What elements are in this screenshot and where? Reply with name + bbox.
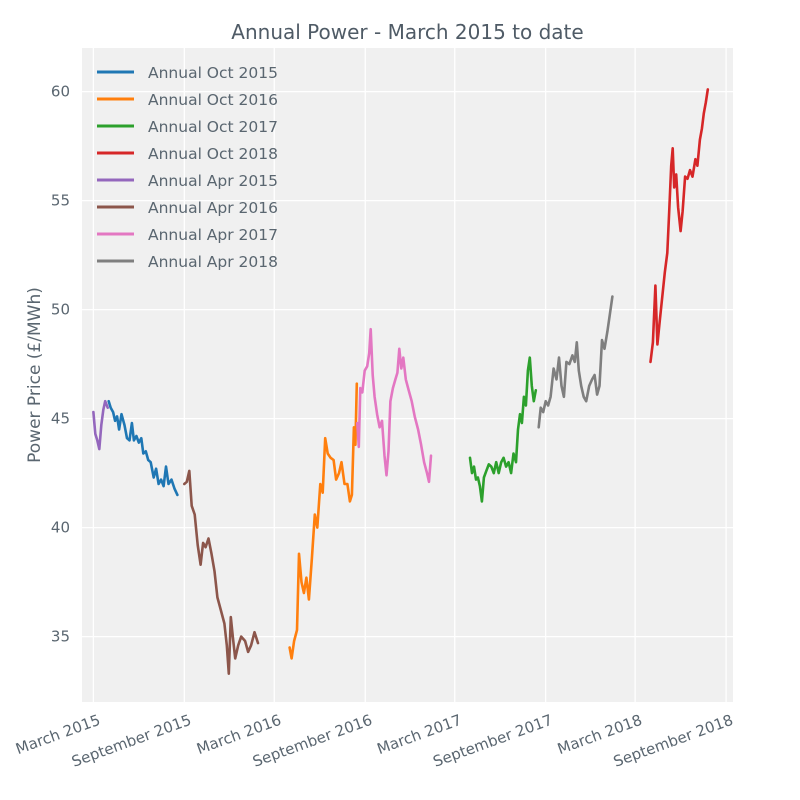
series-line-annual-oct-2017: [468, 356, 538, 503]
series-layer: [92, 88, 710, 676]
legend-label: Annual Oct 2018: [148, 145, 278, 163]
series-line-annual-oct-2015: [107, 399, 179, 497]
legend: Annual Oct 2015 Annual Oct 2016 Annual Oct…: [97, 64, 278, 271]
y-tick-label: 60: [51, 83, 70, 101]
series-line-annual-apr-2015: [92, 399, 109, 451]
legend-label: Annual Oct 2016: [148, 91, 278, 109]
series-line-annual-apr-2016: [183, 469, 260, 676]
plot-area: [82, 48, 733, 702]
series-line-annual-oct-2018: [649, 88, 710, 364]
y-tick-label: 55: [51, 192, 70, 210]
series-line-annual-apr-2018: [537, 295, 614, 429]
y-axis-label: Power Price (£/MWh): [25, 287, 45, 463]
y-tick-label: 35: [51, 628, 70, 646]
series-line-annual-apr-2017: [355, 327, 433, 484]
chart-title: Annual Power - March 2015 to date: [231, 20, 583, 44]
y-tick-label: 45: [51, 410, 70, 428]
y-tick-label: 50: [51, 301, 70, 319]
series-line-annual-oct-2016: [288, 382, 359, 660]
legend-label: Annual Apr 2018: [148, 253, 278, 271]
y-tick-label: 40: [51, 519, 70, 537]
legend-label: Annual Oct 2017: [148, 118, 278, 136]
legend-label: Annual Apr 2017: [148, 226, 278, 244]
legend-label: Annual Apr 2016: [148, 199, 278, 217]
legend-label: Annual Apr 2015: [148, 172, 278, 190]
legend-label: Annual Oct 2015: [148, 64, 278, 82]
